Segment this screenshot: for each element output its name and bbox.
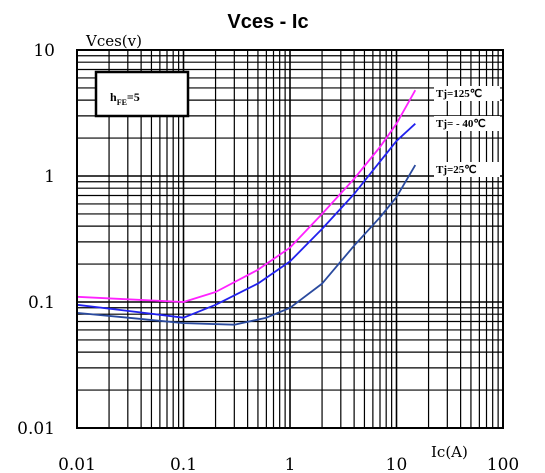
x-axis-label: Ic(A) [431, 443, 468, 461]
hfe-sub: FE [117, 98, 127, 107]
x-tick-label: 10 [386, 455, 408, 473]
series-line [76, 89, 417, 303]
y-tick-label: 0.01 [17, 419, 55, 439]
hfe-annotation: hFE=5 [94, 70, 190, 118]
series-label-bg [434, 86, 500, 101]
hfe-box [94, 70, 190, 118]
chart-title: Vces - Ic [227, 11, 308, 33]
curves [76, 89, 417, 326]
series-label: Tj=25℃ [436, 164, 477, 176]
series-label: Tj=125℃ [436, 88, 482, 100]
x-tick-label: 1 [285, 455, 296, 473]
series-label-bg [434, 116, 500, 131]
y-axis-label: Vces(v) [85, 32, 142, 50]
y-tick-label: 1 [44, 167, 55, 187]
series-line [76, 164, 417, 326]
tick-labels: 0.01 0.1 1 10 100 0.01 0.1 1 10 [17, 41, 519, 473]
series-label-bg [434, 162, 500, 177]
y-tick-label: 10 [33, 41, 55, 61]
x-tick-label: 0.1 [170, 455, 197, 473]
hfe-main: h [110, 90, 117, 104]
series-label: Tj= - 40℃ [436, 118, 486, 130]
hfe-value: =5 [127, 90, 140, 104]
hfe-label: hFE=5 [110, 90, 140, 107]
plot-frame [76, 49, 504, 429]
x-tick-label: 100 [487, 455, 519, 473]
series-line [76, 123, 416, 319]
x-tick-label: 0.01 [58, 455, 96, 473]
y-tick-label: 0.1 [28, 293, 55, 313]
series-labels: Tj=125℃ Tj= - 40℃ Tj=25℃ [434, 86, 500, 177]
